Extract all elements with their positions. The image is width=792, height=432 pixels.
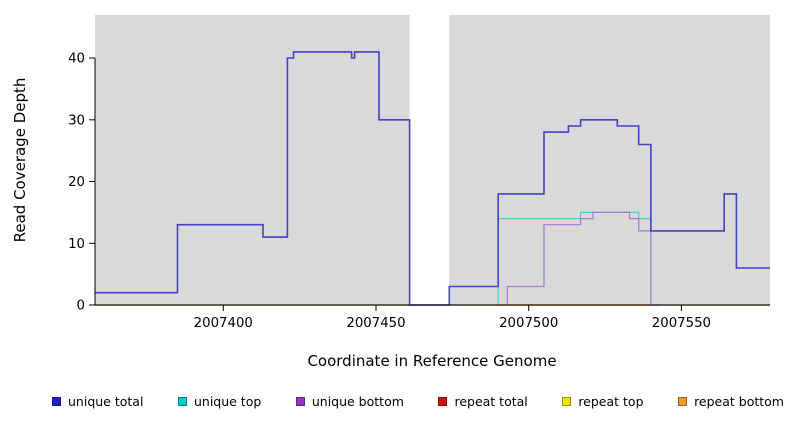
legend-swatch-unique-total (52, 397, 61, 406)
legend-swatch-unique-bottom (295, 397, 305, 406)
y-tick-label: 40 (68, 52, 85, 67)
legend-swatch-unique-top (177, 397, 187, 406)
x-tick-label: 2007400 (194, 316, 253, 331)
legend-item-repeat-top: repeat top (562, 394, 644, 409)
legend-item-repeat-total: repeat total (438, 394, 528, 409)
x-tick-label: 2007550 (652, 316, 711, 331)
x-tick-label: 2007450 (346, 316, 405, 331)
legend: unique total unique top unique bottom repea… (52, 394, 784, 409)
legend-label-unique-total: unique total (68, 394, 144, 409)
no-data-gap-band (409, 15, 450, 305)
coverage-plot: 2007400 2007450 2007500 2007550 0 10 20 30 40 Re… (11, 15, 770, 370)
x-axis-label: Coordinate in Reference Genome (307, 352, 556, 370)
legend-label-repeat-total: repeat total (454, 394, 528, 409)
legend-label-unique-bottom: unique bottom (311, 394, 404, 409)
series-unique-bottom (506, 211, 660, 306)
y-tick-label: 10 (68, 237, 85, 252)
y-axis-label: Read Coverage Depth (11, 78, 29, 243)
x-tick-label: 2007500 (499, 316, 558, 331)
legend-label-repeat-bottom: repeat bottom (694, 394, 784, 409)
legend-label-repeat-top: repeat top (578, 394, 644, 409)
plot-layers: 2007400 2007450 2007500 2007550 0 10 20 30 40 (68, 15, 770, 331)
legend-item-unique-total: unique total (52, 394, 143, 409)
y-tick-label: 30 (68, 113, 85, 128)
legend-label-unique-top: unique top (193, 394, 262, 409)
legend-swatch-repeat-top (562, 397, 572, 406)
legend-item-unique-bottom: unique bottom (295, 394, 404, 409)
y-tick-label: 20 (68, 175, 85, 190)
y-tick-label: 0 (77, 299, 85, 314)
legend-item-repeat-bottom: repeat bottom (678, 394, 784, 409)
legend-swatch-repeat-total (438, 397, 448, 406)
legend-item-unique-top: unique top (177, 394, 262, 409)
series-unique-total (95, 51, 770, 306)
legend-swatch-repeat-bottom (678, 397, 688, 406)
